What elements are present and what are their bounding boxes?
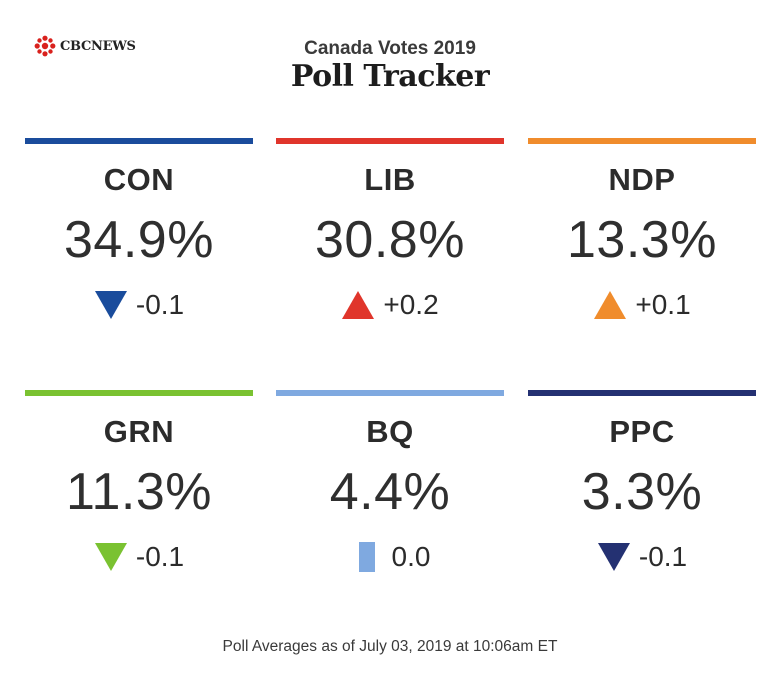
party-percent: 13.3% — [567, 211, 717, 269]
cbc-gem-icon — [34, 35, 56, 57]
party-card-lib: LIB 30.8% +0.2 — [276, 138, 504, 322]
triangle-down-icon — [94, 291, 127, 319]
party-percent: 3.3% — [581, 463, 703, 521]
party-card-ndp: NDP 13.3% +0.1 — [528, 138, 756, 322]
logo-text: CBCNEWS — [60, 38, 136, 54]
party-change-value: -0.1 — [135, 289, 185, 320]
party-color-bar — [276, 390, 504, 396]
party-change: 0.0 — [276, 540, 504, 574]
party-color-bar — [276, 138, 504, 144]
chart-title: Poll Tracker — [290, 59, 490, 94]
party-percent: 30.8% — [315, 211, 465, 269]
party-change: +0.1 — [528, 288, 756, 322]
footer-note: Poll Averages as of July 03, 2019 at 10:… — [222, 638, 558, 655]
party-change: +0.2 — [276, 288, 504, 322]
no-change-icon — [358, 542, 375, 572]
party-change-value: -0.1 — [638, 541, 688, 572]
party-color-bar — [25, 138, 253, 144]
party-card-ppc: PPC 3.3% -0.1 — [528, 390, 756, 574]
party-change: -0.1 — [25, 288, 253, 322]
party-card-grn: GRN 11.3% -0.1 — [25, 390, 253, 574]
cbc-news-logo: CBCNEWS — [34, 35, 136, 57]
party-card-con: CON 34.9% -0.1 — [25, 138, 253, 322]
chart-subtitle: Canada Votes 2019 — [304, 38, 476, 59]
party-name: BQ — [366, 414, 414, 449]
party-change-value: +0.2 — [383, 289, 439, 320]
party-name: GRN — [103, 414, 175, 449]
party-color-bar — [528, 390, 756, 396]
party-change-value: -0.1 — [135, 541, 185, 572]
party-percent: 11.3% — [65, 463, 213, 521]
party-name: CON — [103, 162, 175, 197]
party-card-bq: BQ 4.4% 0.0 — [276, 390, 504, 574]
party-change-value: 0.0 — [391, 541, 431, 572]
party-change: -0.1 — [25, 540, 253, 574]
party-change-value: +0.1 — [635, 289, 691, 320]
party-name: NDP — [608, 162, 676, 197]
party-name: PPC — [609, 414, 675, 449]
party-color-bar — [25, 390, 253, 396]
triangle-up-icon — [342, 291, 375, 319]
triangle-down-icon — [94, 543, 127, 571]
chart-header: Canada Votes 2019 Poll Tracker — [0, 38, 780, 94]
party-name: LIB — [364, 162, 416, 197]
party-percent: 34.9% — [64, 211, 214, 269]
triangle-down-icon — [597, 543, 630, 571]
triangle-up-icon — [594, 291, 627, 319]
party-change: -0.1 — [528, 540, 756, 574]
party-percent: 4.4% — [329, 463, 451, 521]
party-color-bar — [528, 138, 756, 144]
